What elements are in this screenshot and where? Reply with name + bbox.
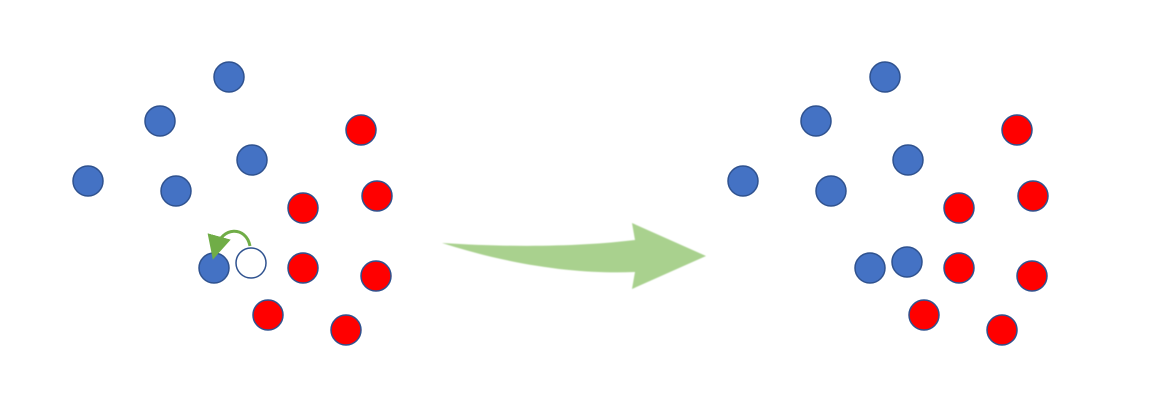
red-point	[943, 252, 975, 284]
blue-point	[160, 175, 192, 207]
right-arrow-icon	[442, 223, 706, 289]
red-point	[908, 299, 940, 331]
after-panel	[727, 61, 1049, 346]
red-point	[1017, 180, 1049, 212]
blue-point	[72, 165, 104, 197]
blue-point	[869, 61, 901, 93]
red-point	[345, 114, 377, 146]
before-panel	[72, 61, 393, 346]
blue-point	[800, 105, 832, 137]
red-point	[1016, 260, 1048, 292]
red-point	[360, 260, 392, 292]
blue-point	[815, 175, 847, 207]
blue-point	[727, 165, 759, 197]
red-point	[252, 299, 284, 331]
red-point	[943, 192, 975, 224]
blue-point-new	[891, 246, 923, 278]
red-point	[287, 192, 319, 224]
blue-point	[892, 144, 924, 176]
red-point	[330, 314, 362, 346]
blue-point	[144, 105, 176, 137]
red-point	[287, 252, 319, 284]
blue-point-moved	[198, 252, 230, 284]
curved-arrow-icon	[207, 229, 252, 260]
red-point	[361, 180, 393, 212]
red-point	[986, 314, 1018, 346]
blue-point	[213, 61, 245, 93]
blue-point	[236, 144, 268, 176]
hollow-point	[235, 247, 267, 279]
red-point	[1001, 114, 1033, 146]
blue-point	[854, 252, 886, 284]
